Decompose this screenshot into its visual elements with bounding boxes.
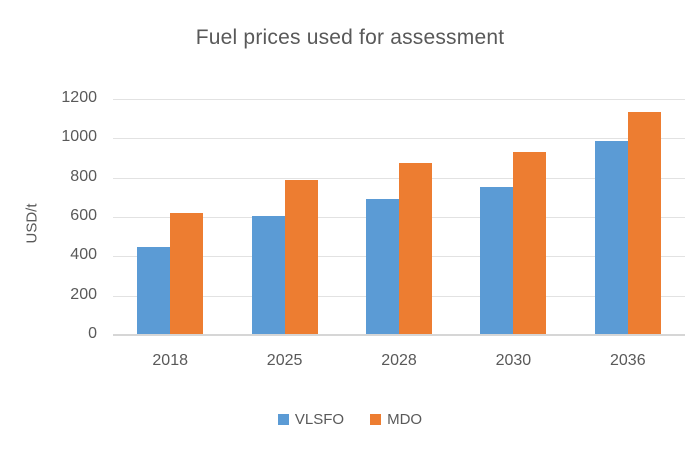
y-tick-label-200: 200 [70,285,97,303]
y-tick-label-1000: 1000 [61,128,97,146]
legend: VLSFO MDO [0,411,700,428]
x-axis-line [113,334,685,336]
legend-label-vlsfo: VLSFO [294,411,345,428]
y-tick-label-800: 800 [70,167,97,185]
y-tick-label-1200: 1200 [61,89,97,106]
bar-mdo-2030 [513,152,547,335]
bar-vlsfo-2030 [480,186,514,335]
x-tick-label-2025: 2025 [266,352,303,369]
y-tick-label-600: 600 [70,207,97,224]
legend-swatch-vlsfo [277,414,289,425]
bar-vlsfo-2025 [251,216,285,335]
x-tick-label-2028: 2028 [381,352,417,369]
legend-label-mdo: MDO [387,411,423,428]
y-tick-label-0: 0 [88,325,97,342]
plot-area [113,99,685,335]
gridline-1200 [113,99,685,100]
bar-vlsfo-2018 [137,246,171,335]
bar-mdo-2028 [399,162,432,335]
chart-title: Fuel prices used for assessment [195,26,505,49]
y-tick-label-400: 400 [70,246,97,264]
x-tick-label-2018: 2018 [152,352,188,369]
bar-vlsfo-2036 [594,141,628,335]
bar-mdo-2025 [284,179,318,335]
legend-item-vlsfo: VLSFO [277,411,345,428]
gridline-1000 [113,138,685,140]
x-tick-label-2030: 2030 [495,352,532,369]
x-tick-label-2036: 2036 [610,352,646,369]
legend-swatch-mdo [370,414,382,425]
bar-vlsfo-2028 [366,199,399,335]
bar-mdo-2018 [170,213,204,335]
legend-item-mdo: MDO [370,411,422,428]
bar-mdo-2036 [627,111,661,335]
